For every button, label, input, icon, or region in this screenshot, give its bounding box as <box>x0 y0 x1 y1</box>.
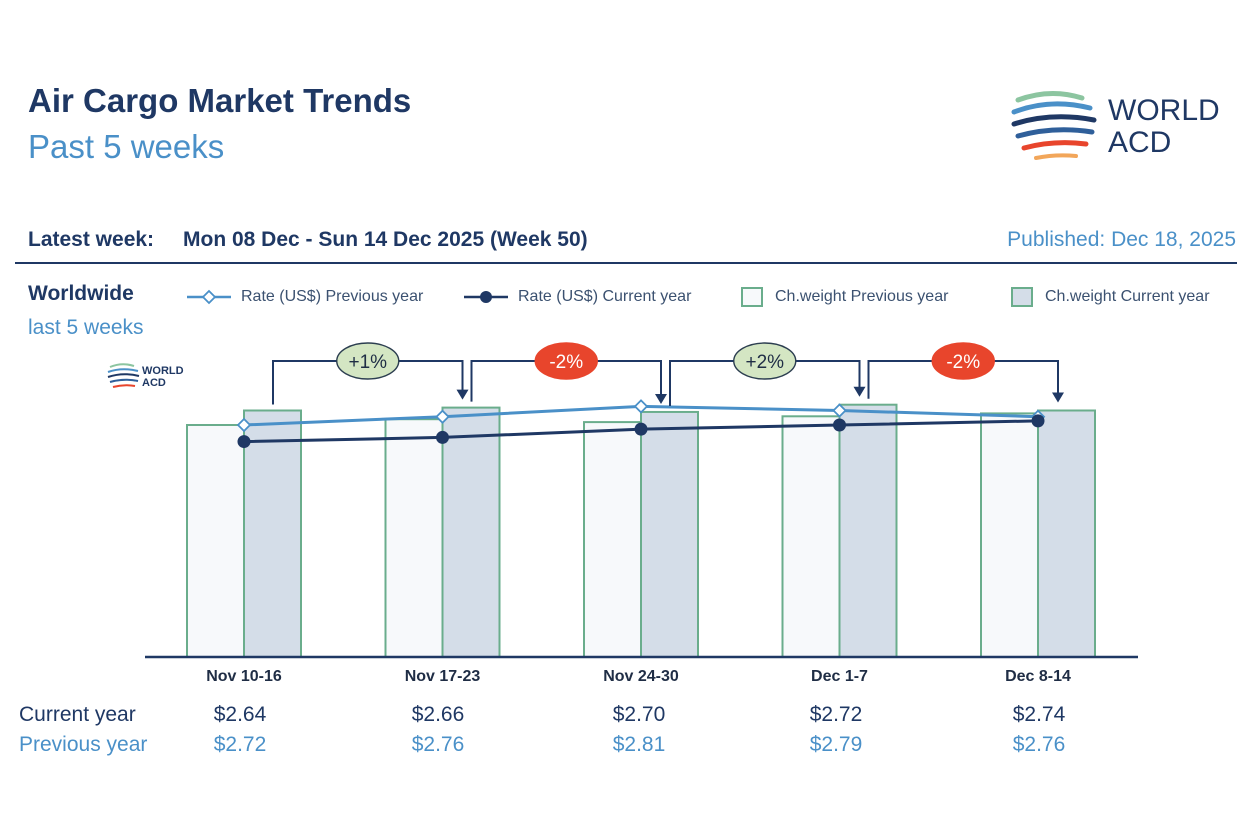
point-rate-current <box>436 430 449 444</box>
change-badge <box>534 342 598 380</box>
published-date: Published: Dec 18, 2025 <box>1007 228 1236 251</box>
bar-weight-previous <box>781 415 841 658</box>
latest-week-label: Latest week: <box>28 228 155 251</box>
change-arrow-head <box>853 386 866 397</box>
legend-weight-previous-swatch <box>741 287 763 307</box>
logo-text-acd: ACD <box>1108 126 1171 159</box>
lines-group <box>236 399 1046 449</box>
point-rate-previous <box>236 417 252 433</box>
change-badge-label: +1% <box>348 352 387 373</box>
bar-weight-current <box>640 410 699 658</box>
change-arrow-head <box>456 389 469 400</box>
point-rate-current <box>1031 414 1045 428</box>
bar-weight-current <box>1037 409 1096 658</box>
legend-rate-current-label: Rate (US$) Current year <box>518 288 692 305</box>
change-badge-label: +2% <box>745 352 784 373</box>
point-rate-previous <box>832 403 847 418</box>
legend-weight-current: Ch.weight Current year <box>1011 284 1210 310</box>
point-rate-previous <box>435 409 450 424</box>
bars-group <box>186 403 1096 659</box>
bar-weight-previous <box>980 412 1039 659</box>
previous-rate-value: $2.72 <box>213 733 267 756</box>
legend-weight-previous: Ch.weight Previous year <box>741 284 948 310</box>
x-tick-label: Dec 8-14 <box>1005 668 1071 685</box>
x-tick-label: Nov 10-16 <box>206 668 282 685</box>
x-axis-labels-group: Nov 10-16 Nov 17-23 Nov 24-30 Dec 1-7 Dec 8-… <box>206 668 1071 685</box>
mini-logo-text-acd: ACD <box>142 377 166 389</box>
previous-rate-value: $2.76 <box>411 733 465 756</box>
market-trends-chart: WORLD ACD +1% -2% +2% -2% Nov 10-16 Nov 17-2… <box>107 342 1138 685</box>
change-badge-label: -2% <box>549 352 583 373</box>
x-tick-label: Nov 24-30 <box>603 668 679 685</box>
chart-legend: Rate (US$) Previous year Rate (US$) Curr… <box>185 284 1245 310</box>
x-tick-label: Dec 1-7 <box>811 668 868 685</box>
change-arrow-head <box>1052 392 1064 403</box>
point-rate-current <box>634 422 648 436</box>
logo-text-world: WORLD <box>1108 94 1220 127</box>
legend-weight-previous-label: Ch.weight Previous year <box>775 288 949 305</box>
current-rate-value: $2.74 <box>1012 703 1066 726</box>
page-title: Air Cargo Market Trends <box>28 82 412 119</box>
legend-weight-current-swatch <box>1011 287 1033 307</box>
legend-rate-previous-marker <box>187 289 231 305</box>
previous-year-row-label: Previous year <box>19 733 148 756</box>
current-rate-value: $2.64 <box>213 703 267 726</box>
period-label: last 5 weeks <box>28 316 144 339</box>
legend-rate-current: Rate (US$) Current year <box>462 284 691 310</box>
bar-weight-previous <box>384 418 444 658</box>
change-badge <box>931 342 995 380</box>
current-rate-value: $2.72 <box>809 703 863 726</box>
legend-rate-current-marker <box>464 291 508 303</box>
header-divider <box>15 262 1237 264</box>
bar-weight-previous <box>186 424 245 658</box>
legend-rate-previous-label: Rate (US$) Previous year <box>241 288 424 305</box>
world-acd-logo: WORLD ACD <box>1011 90 1220 160</box>
world-acd-mini-logo: WORLD ACD <box>107 363 184 389</box>
page-subtitle: Past 5 weeks <box>28 128 225 165</box>
previous-rate-value: $2.79 <box>809 733 863 756</box>
bar-weight-current <box>441 406 501 658</box>
change-badge <box>336 342 400 380</box>
latest-week-value: Mon 08 Dec - Sun 14 Dec 2025 (Week 50) <box>183 228 588 251</box>
change-arrow-head <box>655 393 667 404</box>
x-tick-label: Nov 17-23 <box>405 668 481 685</box>
bar-weight-current <box>243 409 302 658</box>
change-badge <box>733 342 797 380</box>
mini-logo-text-world: WORLD <box>142 365 184 377</box>
legend-weight-current-label: Ch.weight Current year <box>1045 288 1210 305</box>
previous-rate-value: $2.81 <box>612 733 666 756</box>
current-rate-value: $2.70 <box>612 703 666 726</box>
bar-weight-previous <box>583 421 642 658</box>
previous-rate-value: $2.76 <box>1012 733 1066 756</box>
change-badges-group: +1% -2% +2% -2% <box>272 342 1064 406</box>
legend-rate-previous: Rate (US$) Previous year <box>185 284 423 310</box>
region-label: Worldwide <box>28 282 134 305</box>
point-rate-previous <box>633 399 649 414</box>
bar-weight-current <box>838 403 898 658</box>
current-rate-value: $2.66 <box>411 703 465 726</box>
point-rate-current <box>237 435 251 449</box>
point-rate-current <box>833 418 846 432</box>
change-badge-label: -2% <box>946 352 980 373</box>
current-year-row-label: Current year <box>19 703 136 726</box>
